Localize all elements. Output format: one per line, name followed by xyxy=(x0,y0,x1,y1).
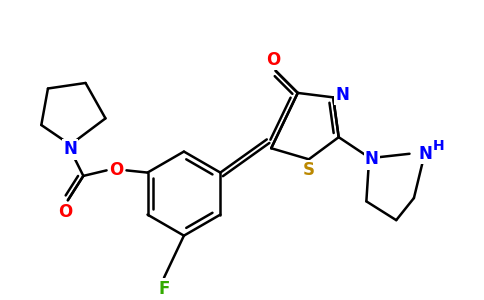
Text: O: O xyxy=(109,161,123,179)
Text: O: O xyxy=(59,203,73,221)
Text: F: F xyxy=(158,280,170,298)
Text: N: N xyxy=(418,145,432,163)
Text: S: S xyxy=(303,161,315,179)
Text: H: H xyxy=(433,139,444,153)
Text: O: O xyxy=(266,51,281,69)
Text: N: N xyxy=(365,150,379,168)
Text: N: N xyxy=(335,86,349,104)
Text: N: N xyxy=(63,140,77,158)
